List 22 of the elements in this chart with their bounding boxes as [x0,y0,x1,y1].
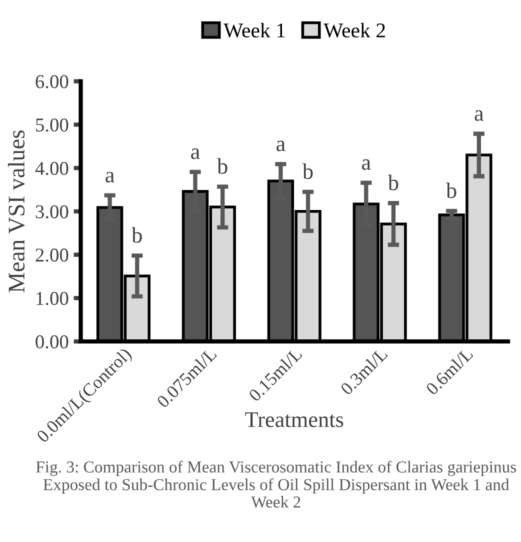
y-tick-label: 3.00 [36,205,68,218]
data-label: a [106,172,114,182]
y-tick-label: 5.00 [36,118,68,132]
data-label: a [474,110,484,121]
data-label: a [362,159,371,170]
data-label: b [446,182,456,198]
y-tick-label: 0.00 [36,335,68,348]
y-tick-label: 2.00 [36,248,68,262]
data-label: b [302,163,313,180]
data-label: a [276,140,286,152]
y-axis-title: Mean VSI values [8,130,25,292]
data-label: a [191,148,200,160]
x-axis-title: Treatments [245,412,344,428]
data-label: b [388,174,398,190]
data-label: b [217,158,228,174]
caption: Fig. 3: Comparison of Mean Viscerosomatic Index of Clarias gariepinus Exposed to Sub-Chronic Levels of Oil Spill Dispersant in Week 1 and Week 2 [36,460,516,508]
y-tick-label: 1.00 [36,292,68,306]
y-tick-label: 4.00 [35,162,68,176]
y-tick-label: 6.00 [36,75,68,88]
legend-label: Week 2 [324,22,385,38]
legend-label: Week 1 [224,22,285,38]
data-label: b [132,227,142,243]
